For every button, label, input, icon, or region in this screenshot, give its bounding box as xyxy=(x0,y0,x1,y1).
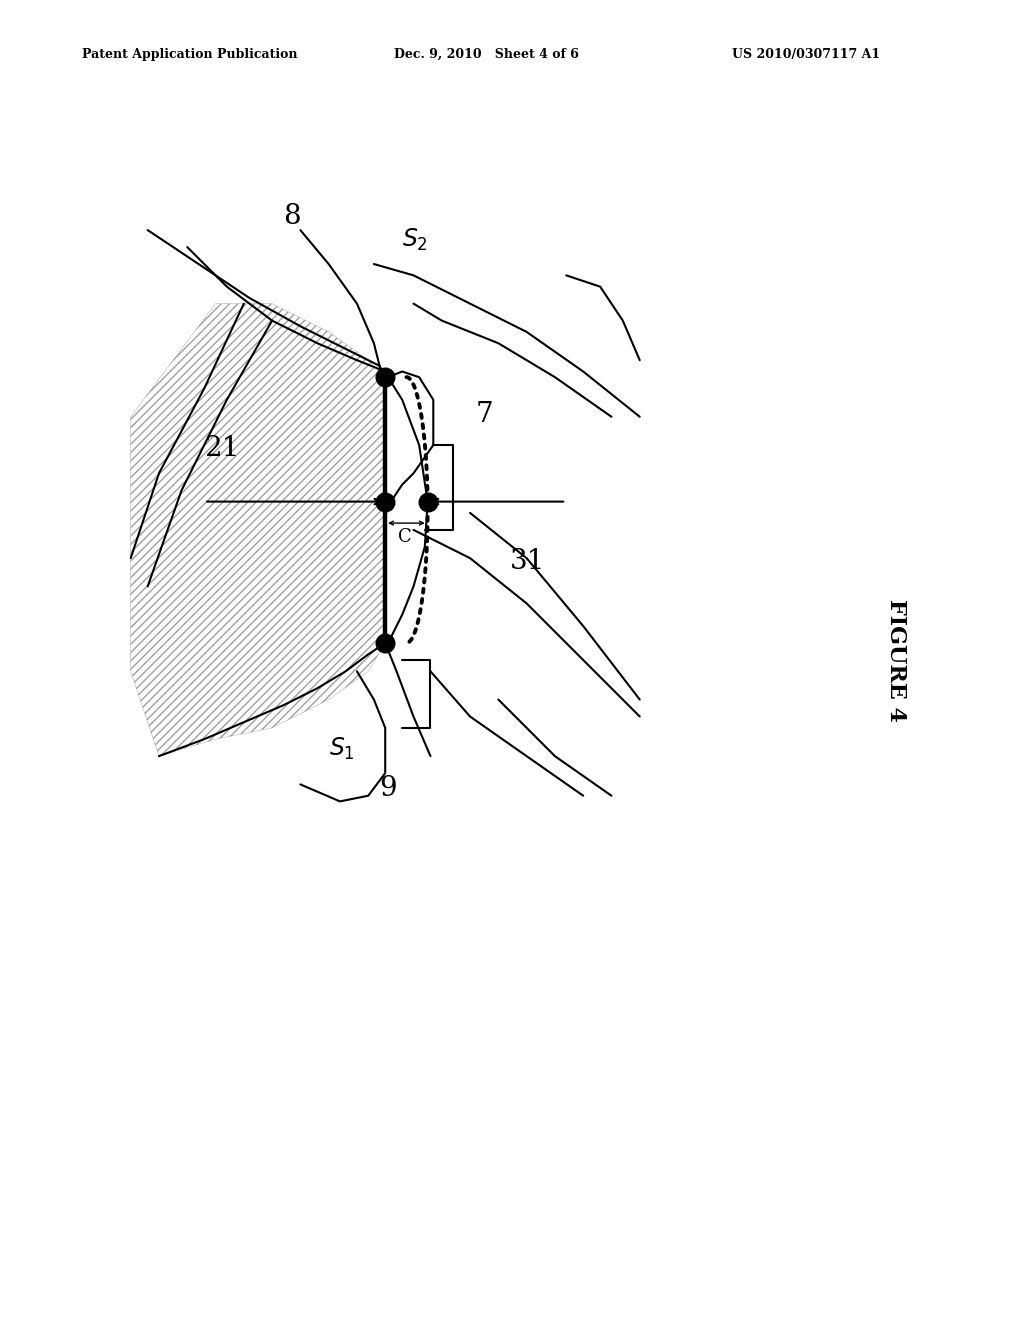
Text: 31: 31 xyxy=(510,549,545,576)
Point xyxy=(377,367,393,388)
Text: 8: 8 xyxy=(284,203,301,231)
Text: Patent Application Publication: Patent Application Publication xyxy=(82,48,297,61)
Point xyxy=(420,491,436,512)
Text: Dec. 9, 2010   Sheet 4 of 6: Dec. 9, 2010 Sheet 4 of 6 xyxy=(394,48,580,61)
Text: C: C xyxy=(397,528,412,546)
Point xyxy=(377,491,393,512)
Text: $S_1$: $S_1$ xyxy=(329,737,354,763)
Text: US 2010/0307117 A1: US 2010/0307117 A1 xyxy=(732,48,881,61)
Point xyxy=(377,632,393,653)
Text: 9: 9 xyxy=(380,775,397,801)
Text: 21: 21 xyxy=(204,436,240,462)
Text: FIGURE 4: FIGURE 4 xyxy=(885,598,907,722)
Text: $S_2$: $S_2$ xyxy=(402,227,428,253)
Text: 7: 7 xyxy=(476,401,494,429)
